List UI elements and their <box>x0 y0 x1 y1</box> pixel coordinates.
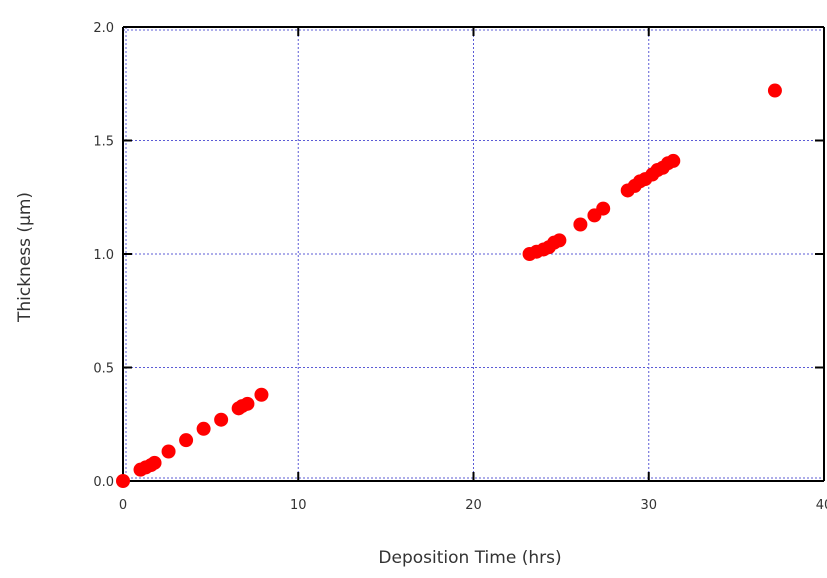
x-axis-title: Deposition Time (hrs) <box>378 548 561 568</box>
data-point <box>596 201 611 216</box>
grid <box>123 27 824 481</box>
x-tick-label: 10 <box>290 498 307 513</box>
data-point <box>196 421 211 436</box>
y-tick-label: 0.0 <box>93 475 114 490</box>
data-point <box>147 455 162 470</box>
data-points <box>116 83 782 488</box>
x-tick-label: 30 <box>640 498 657 513</box>
data-point <box>161 444 176 459</box>
data-point <box>214 412 229 427</box>
data-point <box>240 396 255 411</box>
x-tick-label: 40 <box>816 498 827 513</box>
data-point <box>666 153 681 168</box>
axes <box>122 26 825 482</box>
x-tick-label: 0 <box>119 498 127 513</box>
y-tick-label: 0.5 <box>93 362 114 377</box>
data-point <box>254 387 269 402</box>
y-tick-label: 1.5 <box>93 135 114 150</box>
y-tick-label: 1.0 <box>93 248 114 263</box>
x-tick-label: 20 <box>465 498 482 513</box>
y-axis-title: Thickness (µm) <box>15 192 35 323</box>
data-point <box>573 217 588 232</box>
data-point <box>552 233 567 248</box>
data-point <box>116 474 130 488</box>
y-tick-label: 2.0 <box>93 21 114 36</box>
data-point <box>179 433 194 448</box>
tick-labels: 0 10 20 30 40 0.0 0.5 1.0 1.5 2.0 <box>93 21 827 513</box>
data-point <box>767 83 782 98</box>
